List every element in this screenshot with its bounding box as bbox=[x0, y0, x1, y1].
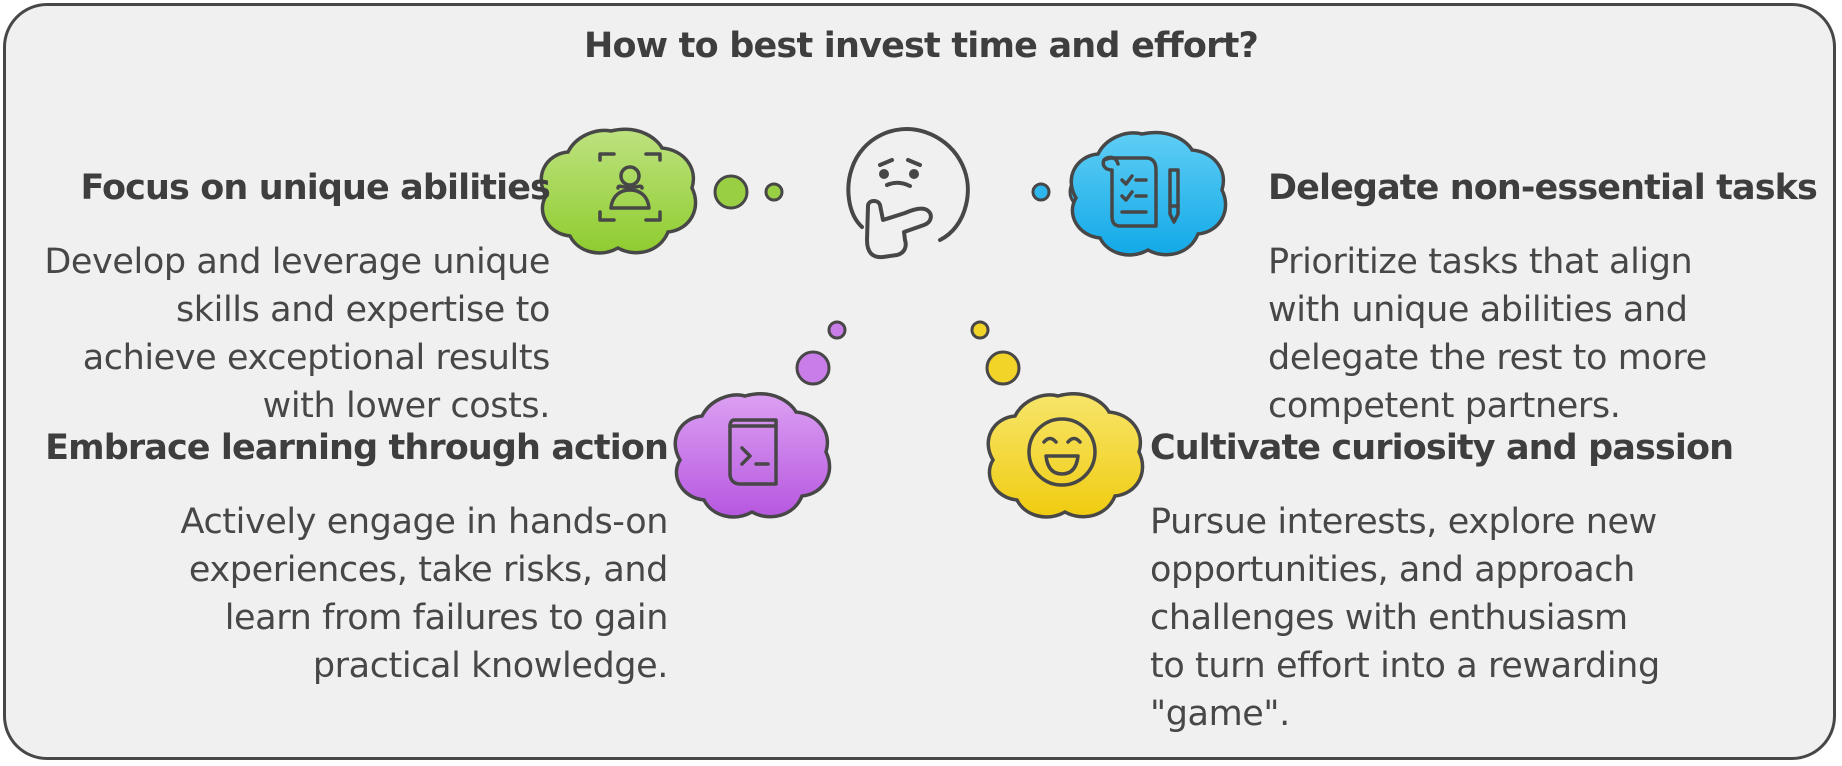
section-body-curiosity-passion: Pursue interests, explore new opportunit… bbox=[1150, 502, 1660, 734]
user-focus-icon bbox=[539, 127, 698, 255]
section-heading-unique-abilities: Focus on unique abilities bbox=[80, 168, 550, 208]
section-body-delegate-tasks: Prioritize tasks that align with unique … bbox=[1268, 242, 1707, 426]
thinking-face-icon bbox=[846, 127, 970, 260]
section-body-learning-action: Actively engage in hands-on experiences,… bbox=[180, 502, 669, 686]
thought-dot bbox=[970, 320, 990, 340]
terminal-book-icon bbox=[673, 392, 832, 519]
smiley-face-icon bbox=[986, 392, 1145, 519]
thought-dot bbox=[1031, 182, 1051, 202]
section-heading-curiosity-passion: Cultivate curiosity and passion bbox=[1150, 428, 1734, 468]
thought-dot bbox=[795, 350, 831, 386]
thought-dots-yellow bbox=[970, 320, 1021, 386]
clipboard-pencil-icon bbox=[1069, 130, 1228, 257]
thought-dots-purple bbox=[795, 320, 847, 386]
diagram-title: How to best invest time and effort? bbox=[584, 26, 1259, 66]
section-body-unique-abilities: Develop and leverage unique skills and e… bbox=[44, 242, 550, 426]
section-heading-delegate-tasks: Delegate non-essential tasks bbox=[1268, 168, 1818, 208]
thought-dot bbox=[713, 174, 749, 210]
thought-dots-green bbox=[713, 174, 784, 210]
section-heading-learning-action: Embrace learning through action bbox=[45, 428, 669, 468]
thought-dot bbox=[985, 350, 1021, 386]
thought-dot bbox=[764, 182, 784, 202]
thought-dot bbox=[827, 320, 847, 340]
